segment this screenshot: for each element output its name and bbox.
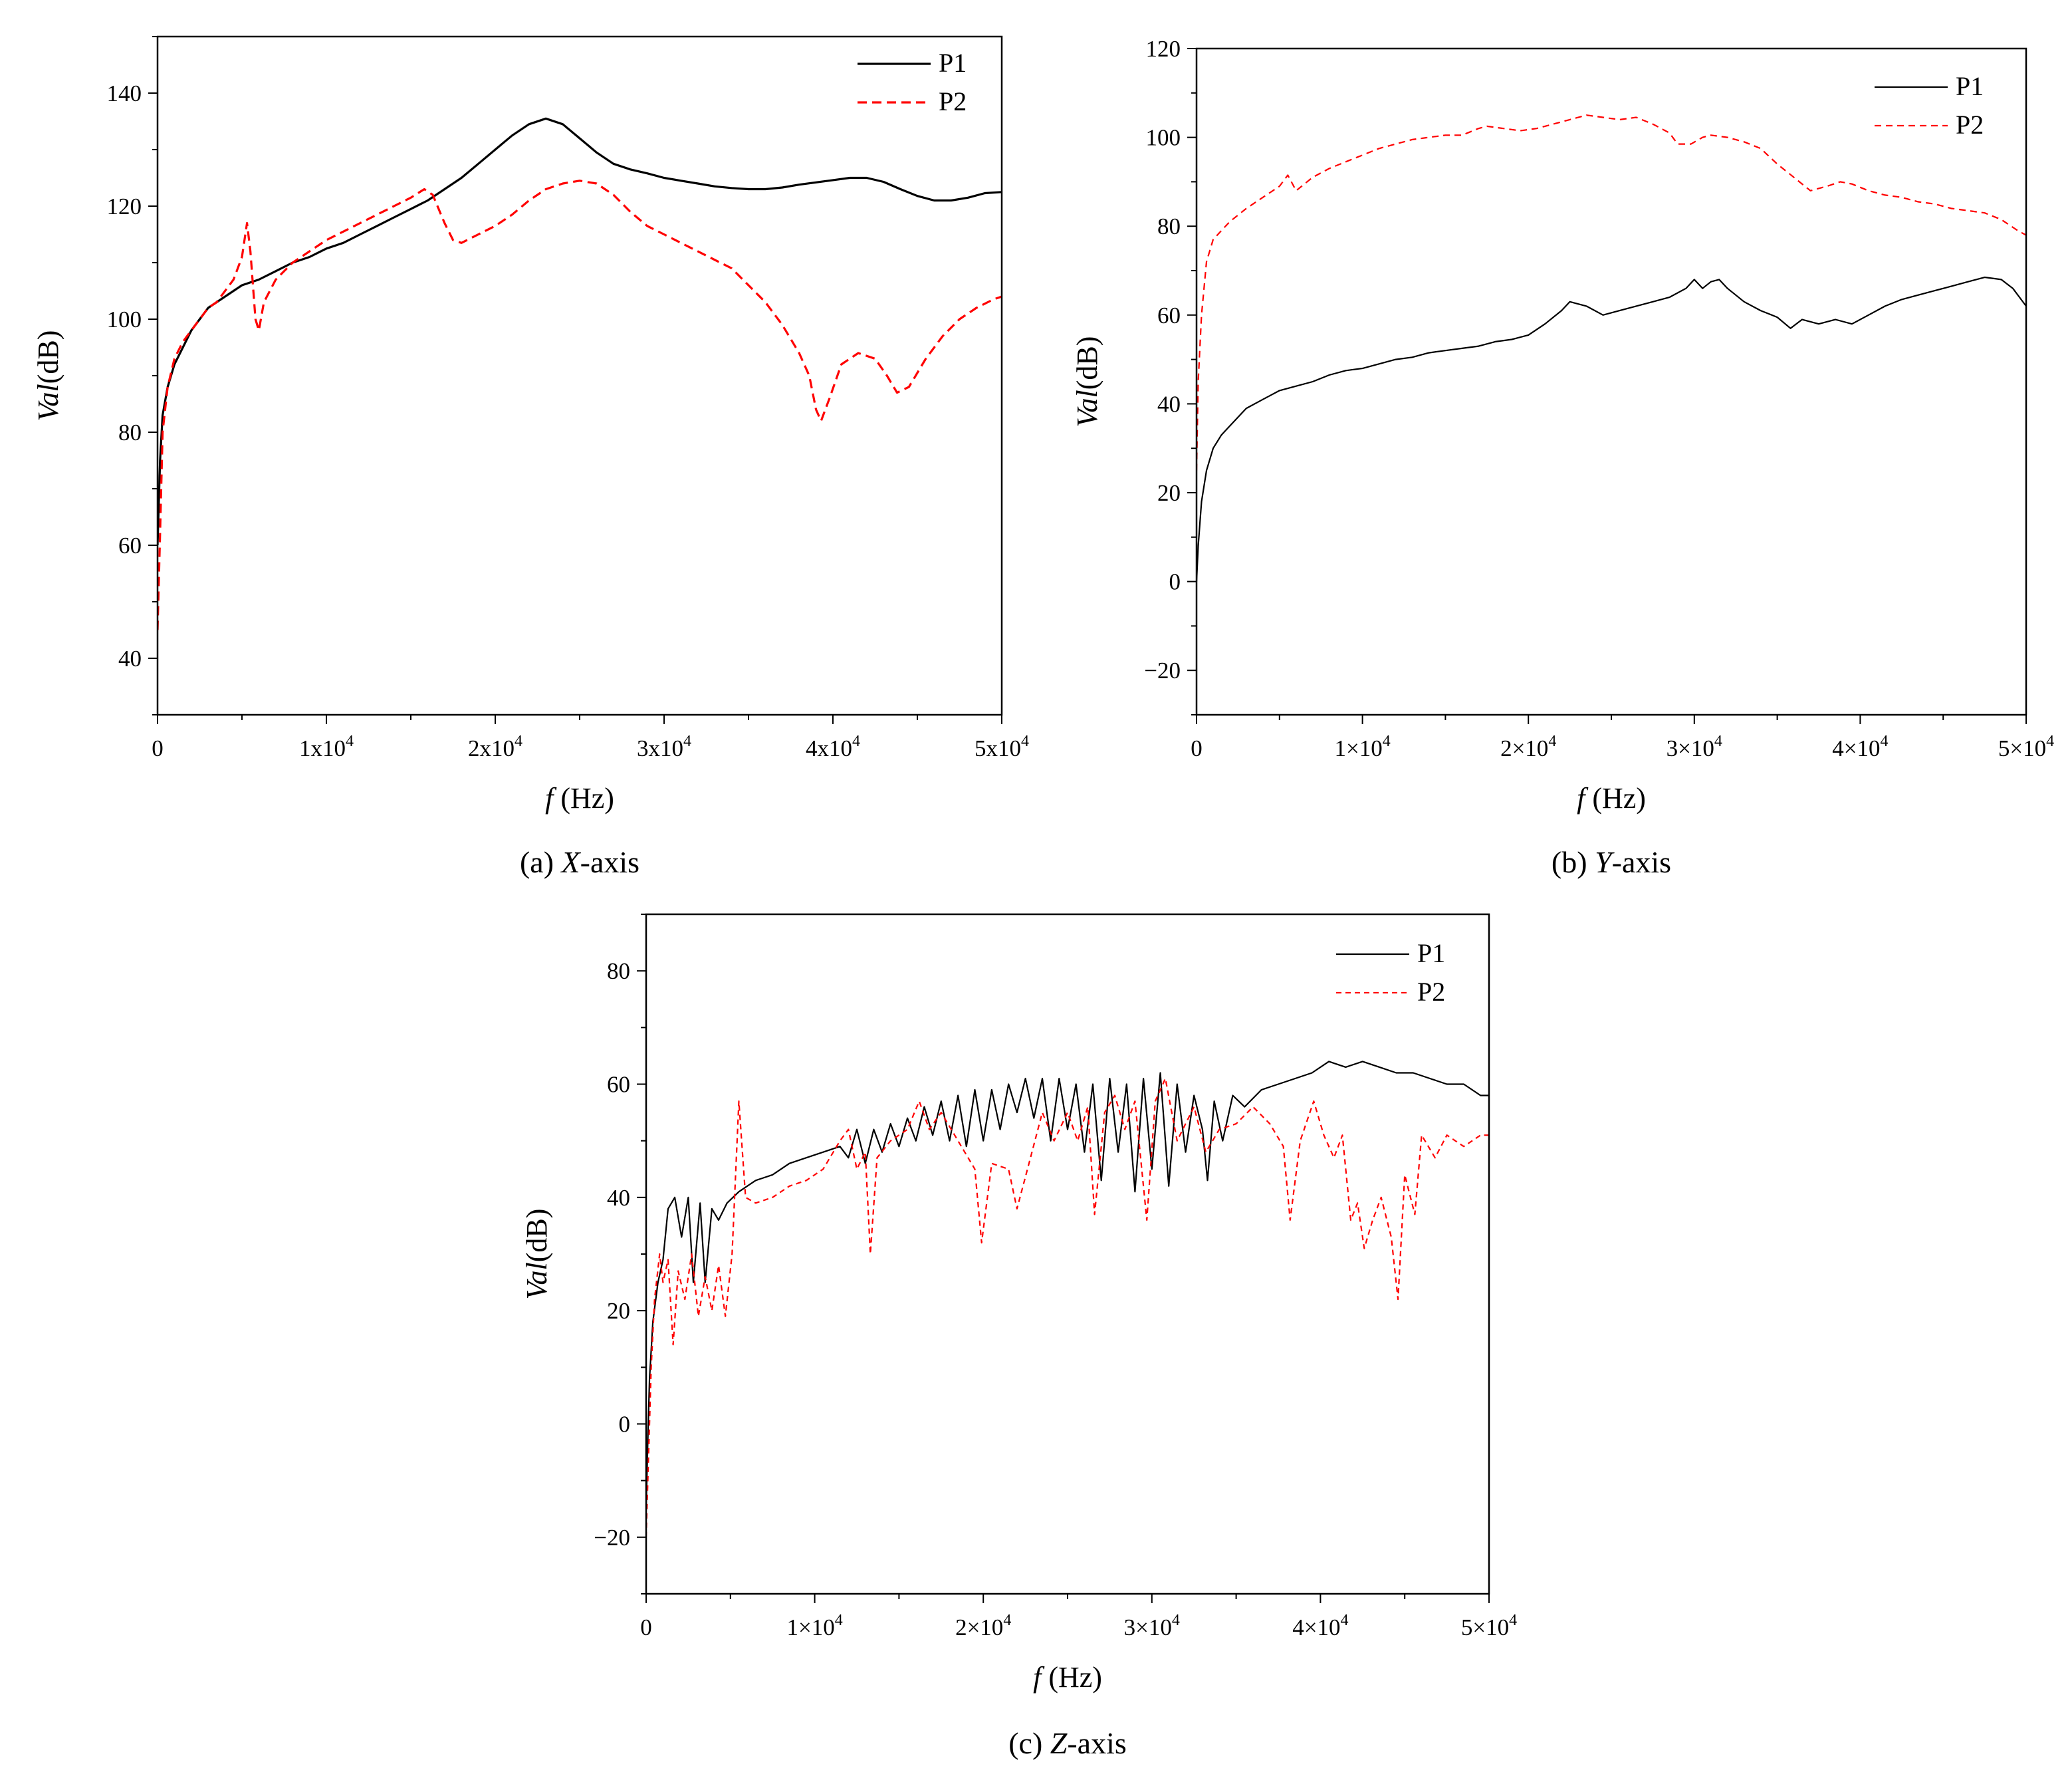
x-tick-label: 0: [1191, 735, 1203, 761]
y-tick-label: 100: [1146, 125, 1181, 151]
x-tick-label: 0: [152, 735, 164, 761]
panel-a-chart: 40 60 80 100 120 140 0 1x104 2x104 3x104 4x104 5x10…: [32, 35, 1029, 879]
x-tick-label: 5x104: [975, 733, 1029, 761]
panel-b-chart: −20 0 20 40 60 80 100 120 0 1×104 2×104 3×104 4×104 5…: [1071, 36, 2054, 879]
series-line-p1: [1197, 276, 2026, 582]
y-tick-label: 120: [1146, 36, 1181, 62]
x-axis-label: f (Hz): [545, 782, 614, 815]
y-tick-label: 80: [118, 420, 142, 445]
x-tick-label: 1×104: [786, 1612, 842, 1640]
x-tick-label: 4×104: [1292, 1612, 1348, 1640]
series-line-p1: [646, 1061, 1489, 1509]
y-tick-label: 20: [1157, 480, 1181, 506]
y-tick-label: 0: [619, 1412, 631, 1438]
legend-label-p2: P2: [939, 86, 967, 116]
y-tick-label: −20: [594, 1525, 630, 1551]
x-tick-label: 5×104: [1461, 1612, 1517, 1640]
panel-caption: (c) Z-axis: [1008, 1726, 1127, 1760]
x-axis-label: f (Hz): [1577, 782, 1646, 815]
y-axis-label: Val(dB): [520, 1209, 553, 1300]
y-tick-label: −20: [1144, 658, 1181, 684]
x-tick-label: 2x104: [468, 733, 522, 761]
series-line-p2: [158, 180, 1002, 630]
series-line-p2: [1197, 114, 2026, 471]
x-tick-label: 1x104: [299, 733, 354, 761]
legend-label-p1: P1: [1956, 71, 1984, 101]
x-tick-label: 2×104: [955, 1612, 1011, 1640]
y-tick-label: 60: [607, 1072, 630, 1098]
y-axis-label: Val(dB): [32, 330, 64, 422]
series-line-p1: [158, 117, 1002, 546]
y-tick-label: 0: [1169, 569, 1181, 595]
y-tick-label: 40: [607, 1185, 630, 1211]
x-axis-label: f (Hz): [1033, 1661, 1102, 1694]
panel-caption: (a) X-axis: [520, 845, 639, 879]
y-tick-label: 60: [1157, 303, 1181, 328]
y-tick-label: 40: [1157, 391, 1181, 417]
x-tick-label: 3×104: [1124, 1612, 1180, 1640]
y-tick-label: 80: [1157, 213, 1181, 239]
panel-caption: (b) Y-axis: [1552, 845, 1671, 879]
y-tick-label: 60: [118, 533, 142, 559]
y-tick-label: 120: [107, 193, 142, 219]
x-tick-label: 1×104: [1334, 733, 1390, 761]
legend-label-p2: P2: [1956, 110, 1984, 140]
y-tick-label: 140: [107, 80, 142, 106]
x-tick-label: 2×104: [1500, 733, 1556, 761]
x-tick-label: 5×104: [1998, 733, 2054, 761]
x-tick-label: 3x104: [637, 733, 691, 761]
y-axis-label: Val(dB): [1071, 336, 1103, 428]
x-tick-label: 4×104: [1832, 733, 1888, 761]
x-tick-label: 4x104: [806, 733, 860, 761]
x-tick-label: 3×104: [1667, 733, 1722, 761]
y-tick-label: 40: [118, 646, 142, 672]
panel-c-chart: −20 0 20 40 60 80 0 1×104 2×104 3×104 4×104 5×104 f …: [520, 913, 1517, 1760]
y-tick-label: 80: [607, 958, 630, 984]
y-tick-label: 20: [607, 1298, 630, 1324]
x-tick-label: 0: [640, 1614, 652, 1640]
legend-label-p1: P1: [1417, 938, 1445, 968]
y-tick-label: 100: [107, 307, 142, 332]
legend-label-p2: P2: [1417, 977, 1445, 1007]
legend-label-p1: P1: [939, 48, 967, 78]
series-line-p2: [646, 1077, 1489, 1537]
